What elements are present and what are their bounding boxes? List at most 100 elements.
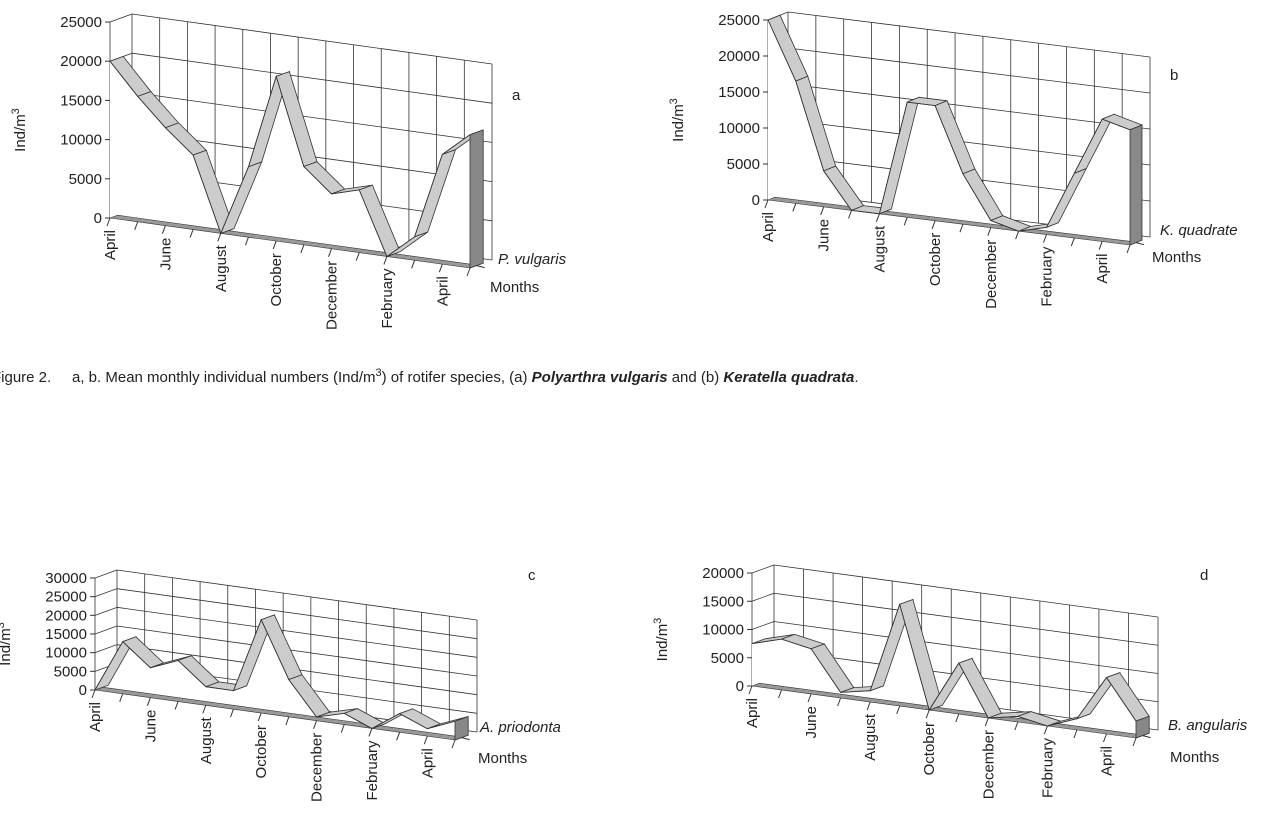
grid-line bbox=[751, 621, 775, 630]
panel-label: d bbox=[1200, 567, 1208, 584]
y-tick-label: 10000 bbox=[45, 645, 87, 662]
x-tick bbox=[189, 229, 194, 238]
x-tick-label: April bbox=[434, 276, 451, 306]
x-tick bbox=[355, 252, 360, 261]
grid-line bbox=[116, 588, 478, 640]
caption-text: and (b) bbox=[668, 369, 724, 386]
y-tick-label: 0 bbox=[79, 682, 87, 699]
x-tick-label: October bbox=[927, 233, 944, 286]
x-tick-label: December bbox=[324, 261, 341, 330]
x-axis-label: Months bbox=[1152, 249, 1201, 266]
x-tick-label: August bbox=[213, 245, 230, 293]
area bbox=[95, 619, 455, 740]
y-axis-label: Ind/m3 bbox=[10, 108, 29, 152]
x-tick-label: October bbox=[253, 725, 270, 778]
x-axis-label: Months bbox=[490, 279, 539, 296]
x-tick bbox=[778, 689, 783, 699]
x-tick bbox=[257, 712, 262, 722]
y-tick-label: 15000 bbox=[718, 84, 760, 101]
x-tick bbox=[959, 224, 964, 233]
x-tick bbox=[423, 735, 428, 745]
y-axis-label-sup: 3 bbox=[10, 108, 22, 114]
x-tick bbox=[285, 716, 290, 726]
x-tick bbox=[202, 705, 207, 714]
y-tick-label: 0 bbox=[736, 678, 744, 695]
grid-line bbox=[94, 569, 118, 579]
y-tick-label: 15000 bbox=[45, 626, 87, 643]
grid-line bbox=[94, 588, 118, 598]
x-tick bbox=[903, 217, 908, 226]
grid-line bbox=[773, 592, 1159, 646]
x-tick-label: December bbox=[980, 730, 997, 799]
z-tick bbox=[1135, 242, 1145, 246]
series-name: P. vulgaris bbox=[498, 251, 567, 268]
grid-line bbox=[787, 11, 1151, 58]
x-tick-label: April bbox=[744, 698, 761, 728]
x-tick-label: June bbox=[157, 238, 174, 271]
x-tick bbox=[368, 728, 373, 737]
y-tick-label: 5000 bbox=[54, 663, 87, 680]
x-tick bbox=[1014, 721, 1019, 731]
grid-line bbox=[773, 621, 1159, 674]
x-tick bbox=[837, 697, 842, 707]
ribbon-end bbox=[469, 129, 484, 269]
x-tick bbox=[411, 260, 416, 269]
x-tick bbox=[820, 206, 825, 216]
x-tick bbox=[807, 693, 812, 703]
x-tick bbox=[244, 237, 249, 246]
x-tick bbox=[91, 689, 96, 699]
panel-label: a bbox=[512, 87, 521, 104]
caption-text: ) of rotifer species, (a) bbox=[382, 369, 532, 386]
z-tick bbox=[476, 265, 485, 269]
x-tick bbox=[161, 225, 166, 234]
x-tick bbox=[272, 240, 277, 250]
x-tick bbox=[313, 720, 318, 729]
y-tick-label: 25000 bbox=[718, 12, 760, 29]
series-name: K. quadrate bbox=[1160, 222, 1238, 239]
x-tick-label: April bbox=[1098, 746, 1115, 776]
x-tick bbox=[866, 701, 871, 711]
x-tick-label: December bbox=[983, 240, 1000, 309]
x-tick-label: October bbox=[921, 722, 938, 775]
z-tick bbox=[461, 737, 470, 741]
x-tick bbox=[146, 697, 151, 706]
grid-line bbox=[94, 625, 118, 635]
x-tick bbox=[1102, 733, 1107, 743]
y-axis-label-text: Ind/m bbox=[654, 624, 671, 662]
x-axis-label: Months bbox=[1170, 749, 1219, 766]
y-axis-label-sup: 3 bbox=[652, 618, 664, 624]
y-tick-label: 5000 bbox=[69, 171, 102, 188]
x-tick bbox=[987, 227, 992, 236]
x-tick bbox=[792, 203, 797, 212]
grid-line bbox=[116, 606, 478, 658]
series-line bbox=[767, 19, 1131, 232]
figure-label: Figure 2. bbox=[0, 369, 51, 386]
y-axis-label: Ind/m3 bbox=[668, 98, 687, 142]
x-tick bbox=[340, 724, 345, 733]
x-tick bbox=[875, 213, 880, 223]
x-tick bbox=[1073, 729, 1078, 739]
x-tick-label: October bbox=[268, 253, 285, 306]
z-tick bbox=[1142, 735, 1151, 739]
x-tick bbox=[119, 693, 124, 703]
x-tick bbox=[925, 709, 930, 719]
x-tick bbox=[1015, 230, 1020, 240]
x-tick bbox=[1070, 237, 1075, 247]
x-tick-label: April bbox=[419, 748, 436, 778]
x-tick bbox=[217, 233, 222, 242]
x-tick-label: February bbox=[379, 268, 396, 329]
y-axis-label-text: Ind/m bbox=[0, 628, 14, 666]
x-tick-label: April bbox=[1094, 254, 1111, 284]
x-tick bbox=[134, 221, 139, 231]
x-tick bbox=[451, 739, 456, 749]
y-axis-label-text: Ind/m bbox=[12, 114, 29, 152]
y-tick-label: 0 bbox=[94, 210, 102, 227]
x-tick bbox=[896, 705, 901, 715]
grid-line bbox=[787, 47, 1151, 94]
x-tick bbox=[931, 220, 936, 229]
grid-line bbox=[109, 13, 133, 23]
x-tick bbox=[466, 267, 471, 277]
series-line bbox=[94, 618, 456, 730]
y-tick-label: 25000 bbox=[60, 14, 102, 31]
grid-line bbox=[131, 92, 493, 143]
